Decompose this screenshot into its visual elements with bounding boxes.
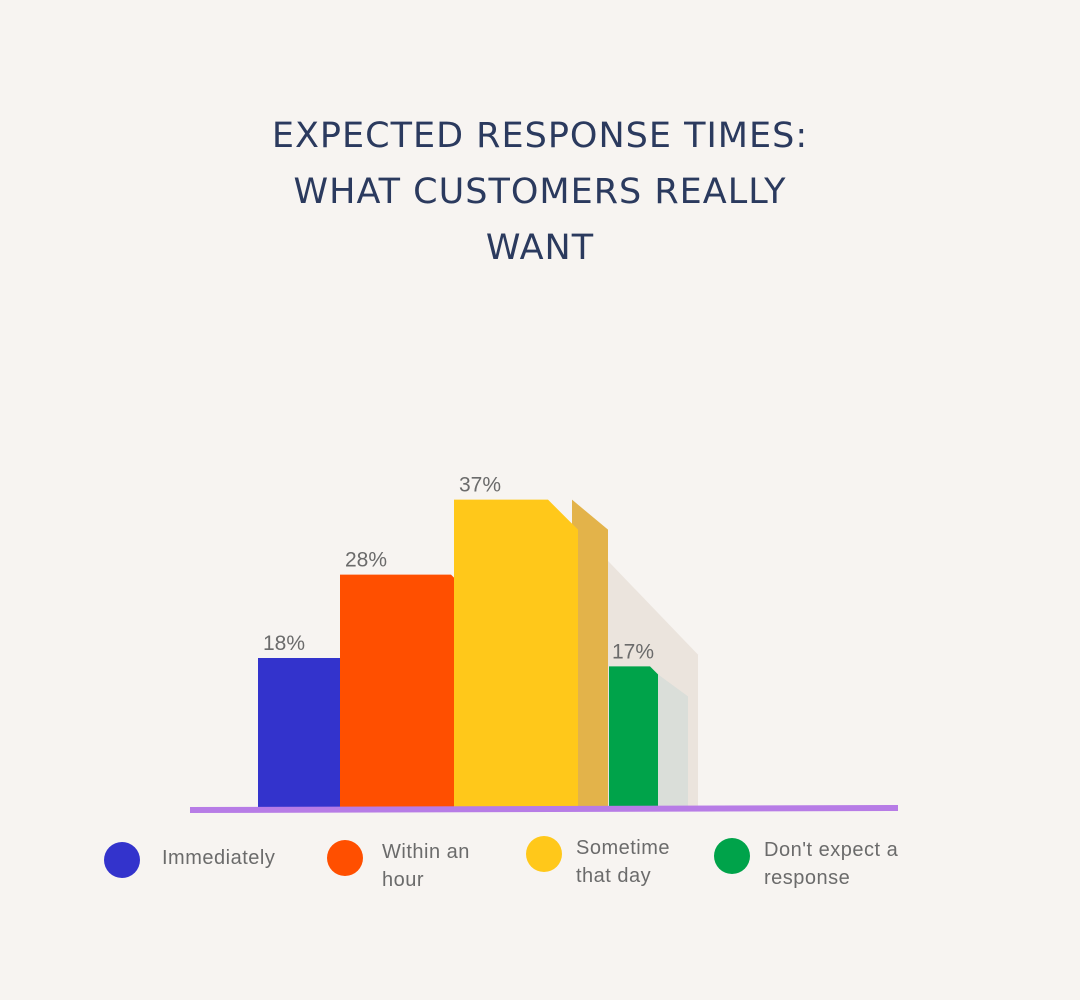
legend-item-immediately: Immediately — [104, 840, 275, 878]
bar-shadow-don-t-expect-a-response — [658, 674, 688, 808]
x-axis-line — [189, 805, 899, 813]
chart-title: EXPECTED RESPONSE TIMES: WHAT CUSTOMERS … — [0, 108, 1080, 276]
bar-side-sometime-that-day — [572, 499, 608, 808]
legend-label-sometime-that-day: Sometime that day — [576, 837, 671, 887]
legend-item-within-an-hour: Within an hour — [327, 838, 470, 894]
legend-item-sometime-that-day: Sometime that day — [526, 834, 670, 890]
legend-swatch-dont-expect-response — [714, 838, 750, 874]
bar-don-t-expect-a-response — [609, 666, 658, 808]
bar-sometime-that-day — [454, 499, 578, 808]
title-line-3: WANT — [485, 228, 595, 268]
legend-label-within-an-hour: Within an hour — [382, 841, 470, 891]
value-label-don-t-expect-a-response: 17% — [612, 640, 654, 663]
title-line-1: EXPECTED RESPONSE TIMES: — [271, 116, 809, 156]
legend-swatch-sometime-that-day — [526, 836, 562, 872]
value-label-within-an-hour: 28% — [345, 549, 387, 572]
title-line-2: WHAT CUSTOMERS REALLY — [293, 172, 787, 212]
legend-swatch-within-an-hour — [327, 840, 363, 876]
value-label-immediately: 18% — [263, 632, 305, 655]
bar-within-an-hour — [340, 574, 475, 808]
legend-label-dont-expect-response: Don't expect a response — [764, 839, 899, 889]
legend-swatch-immediately — [104, 842, 140, 878]
value-label-sometime-that-day: 37% — [459, 474, 501, 497]
value-labels-group: 18% 28% 37% 17% — [263, 474, 654, 664]
legend-item-dont-expect-response: Don't expect a response — [714, 836, 898, 892]
bars-group — [258, 499, 658, 808]
legend-label-immediately: Immediately — [162, 847, 276, 869]
